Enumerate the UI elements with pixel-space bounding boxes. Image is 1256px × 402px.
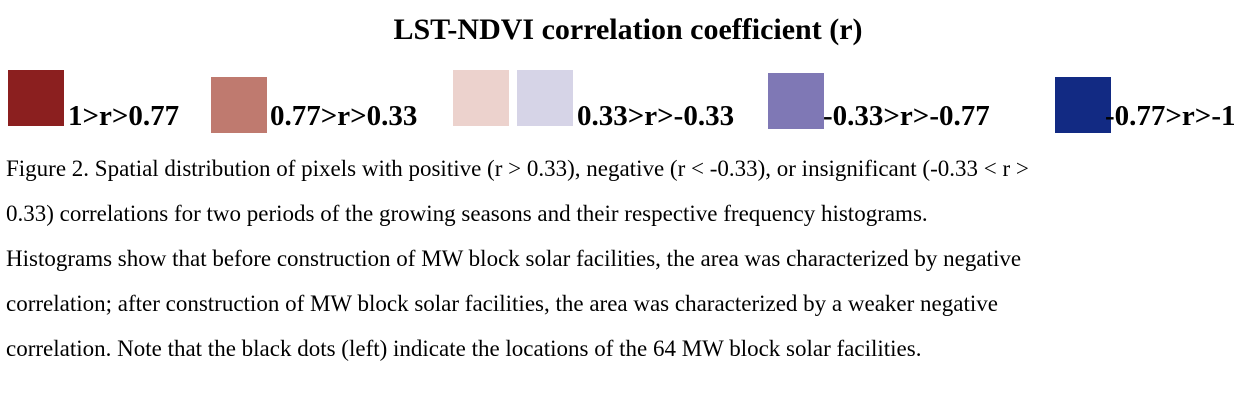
caption-line: 0.33) correlations for two periods of th… bbox=[6, 201, 928, 226]
caption-line: Histograms show that before construction… bbox=[6, 246, 1022, 271]
caption-line: correlation; after construction of MW bl… bbox=[6, 291, 998, 316]
legend-swatch-strong-negative bbox=[1055, 77, 1111, 133]
caption-line: Figure 2. Spatial distribution of pixels… bbox=[6, 156, 1029, 181]
legend-title: LST-NDVI correlation coefficient (r) bbox=[393, 13, 863, 46]
legend-swatch-insignificant-negative bbox=[517, 70, 573, 126]
legend-swatch-moderate-negative bbox=[768, 73, 824, 129]
legend-label-moderate-negative: -0.33>r>-0.77 bbox=[823, 100, 990, 132]
caption-line: correlation. Note that the black dots (l… bbox=[6, 336, 922, 361]
legend-label-strong-positive: 1>r>0.77 bbox=[68, 100, 180, 132]
legend-swatch-insignificant-positive bbox=[453, 70, 509, 126]
legend-swatch-moderate-positive bbox=[211, 77, 267, 133]
correlation-legend: 1>r>0.77 0.77>r>0.33 0.33>r>-0.33 -0.33>… bbox=[0, 68, 1256, 134]
legend-swatch-strong-positive bbox=[8, 70, 64, 126]
legend-label-insignificant: 0.33>r>-0.33 bbox=[577, 100, 735, 132]
figure-caption: Figure 2. Spatial distribution of pixels… bbox=[6, 146, 1250, 371]
legend-label-strong-negative: -0.77>r>-1 bbox=[1105, 100, 1236, 132]
legend-label-moderate-positive: 0.77>r>0.33 bbox=[270, 100, 418, 132]
